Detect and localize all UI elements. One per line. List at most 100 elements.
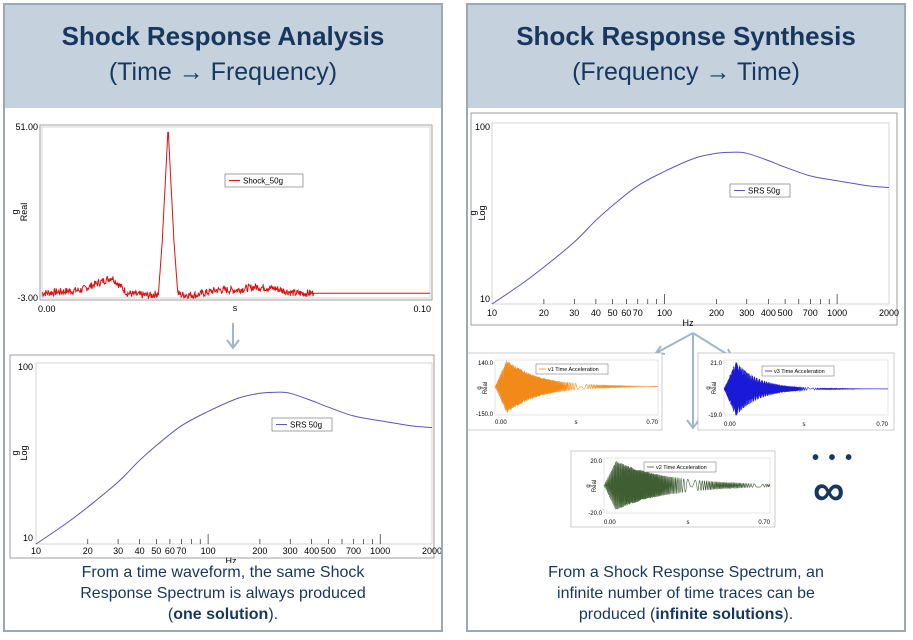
- x-tick-label: 20: [83, 546, 93, 556]
- srs-analysis-ytick-bottom: 10: [23, 533, 33, 543]
- x-tick-label: 50: [608, 308, 618, 318]
- x-tick-label: 100: [201, 546, 216, 556]
- x-tick-label: 300: [283, 546, 298, 556]
- x-tick-label: 300: [739, 308, 754, 318]
- x-tick-label: 400: [304, 546, 319, 556]
- analysis-title: Shock Response Analysis: [61, 21, 385, 51]
- down-arrow: [226, 323, 240, 350]
- analysis-caption-line3: (one solution).: [25, 604, 421, 625]
- synthesis-caption: From a Shock Response Spectrum, an infin…: [488, 562, 884, 625]
- srs-analysis-xlabel: Hz: [226, 556, 237, 563]
- v3-plot-area: [723, 359, 889, 416]
- x-tick-label: 2000: [879, 308, 899, 318]
- srs-analysis-minor-ticks: [87, 534, 381, 544]
- v2-ylabel-type: Real: [592, 480, 598, 492]
- analysis-figure: 51.00 -3.00 0.00 0.10 s g Real Shock_50g…: [9, 122, 441, 563]
- synthesis-caption-open: produced (: [578, 606, 656, 623]
- v3-ylabel-type: Real: [712, 382, 718, 394]
- srs-synthesis-xtick-labels: 10 20 30 40 50 60 70 100 200 300 400 500 700 1000 2000: [487, 308, 899, 318]
- v3-xtick-left: 0.00: [724, 422, 736, 428]
- v1-plot-area: [494, 359, 659, 416]
- srs-synthesis-ytick-top: 100: [475, 122, 490, 132]
- srs-synthesis-legend: [729, 183, 791, 198]
- v1-legend: [535, 363, 609, 375]
- v2-legend-label: v2 Time Acceleration: [656, 465, 707, 471]
- srs-synthesis-frame: [470, 112, 898, 326]
- analysis-caption-line1: From a time waveform, the same Shock: [81, 564, 365, 581]
- synthesis-caption-line3: produced (infinite solutions).: [488, 604, 884, 625]
- synthesis-panel: Shock Response Synthesis (Frequency → Ti…: [466, 3, 906, 632]
- x-tick-label: 60: [165, 546, 175, 556]
- x-tick-label: 60: [621, 308, 631, 318]
- srs-synthesis-legend-label: SRS 50g: [748, 187, 780, 196]
- x-tick-label: 200: [709, 308, 724, 318]
- srs-analysis-ytick-top: 100: [18, 362, 33, 372]
- srs-synthesis-plot-area: [491, 122, 890, 305]
- v2-ytick-top: 20.0: [590, 459, 602, 465]
- synthesis-header: Shock Response Synthesis (Frequency → Ti…: [468, 5, 904, 108]
- synthesis-subtitle: (Frequency → Time): [572, 58, 800, 86]
- v3-ytick-bottom: -19.0: [708, 413, 722, 419]
- x-tick-label: 500: [778, 308, 793, 318]
- shock-plot-area: [41, 126, 431, 299]
- x-tick-label: 500: [321, 546, 336, 556]
- v2-chart: 20.0 -20.0 0.00 0.70 s g Real v2 Time Ac…: [570, 450, 776, 528]
- shock-ylabel-unit: g: [10, 209, 20, 214]
- shock-legend: [224, 173, 304, 188]
- v1-ylabel-unit: g: [477, 386, 483, 389]
- srs-synthesis-chart: 100 10 10 20 30 40 50 60 70 100 200 300 400 500 700 1…: [468, 112, 899, 328]
- srs-analysis-chart: 100 10 10 20 30 40 50 60 70 100 200 300 400 500 700 1…: [9, 354, 441, 563]
- x-tick-label: 30: [113, 546, 123, 556]
- synthesis-caption-line1: From a Shock Response Spectrum, an: [548, 564, 824, 581]
- shock-legend-label: Shock_50g: [243, 177, 283, 186]
- v2-series-line: [603, 460, 771, 510]
- v1-xtick-left: 0.00: [495, 420, 507, 426]
- x-tick-label: 10: [31, 546, 41, 556]
- analysis-caption: From a time waveform, the same Shock Res…: [25, 562, 421, 625]
- synthesis-figure: 100 10 10 20 30 40 50 60 70 100 200 300 400 500 700 1…: [468, 112, 899, 528]
- x-tick-label: 10: [487, 308, 497, 318]
- v1-ytick-bottom: -150.0: [476, 412, 494, 418]
- v3-series-line: [723, 362, 888, 416]
- v3-legend: [761, 365, 835, 377]
- x-tick-label: 200: [252, 546, 267, 556]
- analysis-caption-close: ).: [268, 606, 279, 623]
- x-tick-label: 40: [591, 308, 601, 318]
- v2-xtick-right: 0.70: [758, 520, 770, 526]
- srs-synthesis-xlabel: Hz: [683, 318, 694, 328]
- v2-legend: [643, 461, 717, 473]
- analysis-caption-open: (: [167, 606, 174, 623]
- x-tick-label: 1000: [370, 546, 390, 556]
- infinity-symbol: ∞: [813, 466, 845, 515]
- analysis-panel: Shock Response Analysis (Time → Frequenc…: [3, 3, 443, 632]
- x-tick-label: 50: [151, 546, 161, 556]
- x-tick-label: 30: [569, 308, 579, 318]
- x-tick-label: 700: [803, 308, 818, 318]
- analysis-caption-line2: Response Spectrum is always produced: [80, 585, 366, 602]
- srs-analysis-ylabel-type: Log: [19, 445, 29, 460]
- srs-analysis-series-line: [35, 391, 433, 545]
- srs-analysis-ylabel-unit: g: [10, 450, 20, 455]
- shock-chart: 51.00 -3.00 0.00 0.10 s g Real Shock_50g: [10, 122, 433, 314]
- v2-ylabel-unit: g: [586, 484, 592, 487]
- synthesis-caption-line2: infinite number of time traces can be: [557, 585, 815, 602]
- v1-chart: 140.0 -150.0 0.00 0.70 s g Real v1 Time …: [468, 352, 663, 431]
- v1-ytick-top: 140.0: [478, 361, 494, 367]
- shock-xlabel: s: [233, 303, 238, 313]
- shock-series-line: [41, 131, 430, 300]
- v2-xlabel: s: [687, 520, 690, 526]
- srs-analysis-legend: [271, 417, 333, 432]
- shock-xtick-right: 0.10: [413, 304, 431, 314]
- x-tick-label: 20: [539, 308, 549, 318]
- v3-ytick-top: 21.0: [710, 361, 722, 367]
- analysis-header: Shock Response Analysis (Time → Frequenc…: [5, 5, 441, 108]
- srs-analysis-xtick-labels: 10 20 30 40 50 60 70 100 200 300 400 500 700 1000 2000: [31, 546, 441, 556]
- srs-analysis-frame: [9, 354, 435, 559]
- srs-analysis-plot-area: [35, 362, 433, 545]
- x-tick-label: 400: [761, 308, 776, 318]
- x-tick-label: 70: [176, 546, 186, 556]
- v2-xtick-left: 0.00: [604, 520, 616, 526]
- shock-chart-frame: [39, 124, 433, 301]
- shock-xtick-left: 0.00: [38, 304, 56, 314]
- shock-ytick-bottom: -3.00: [17, 293, 38, 303]
